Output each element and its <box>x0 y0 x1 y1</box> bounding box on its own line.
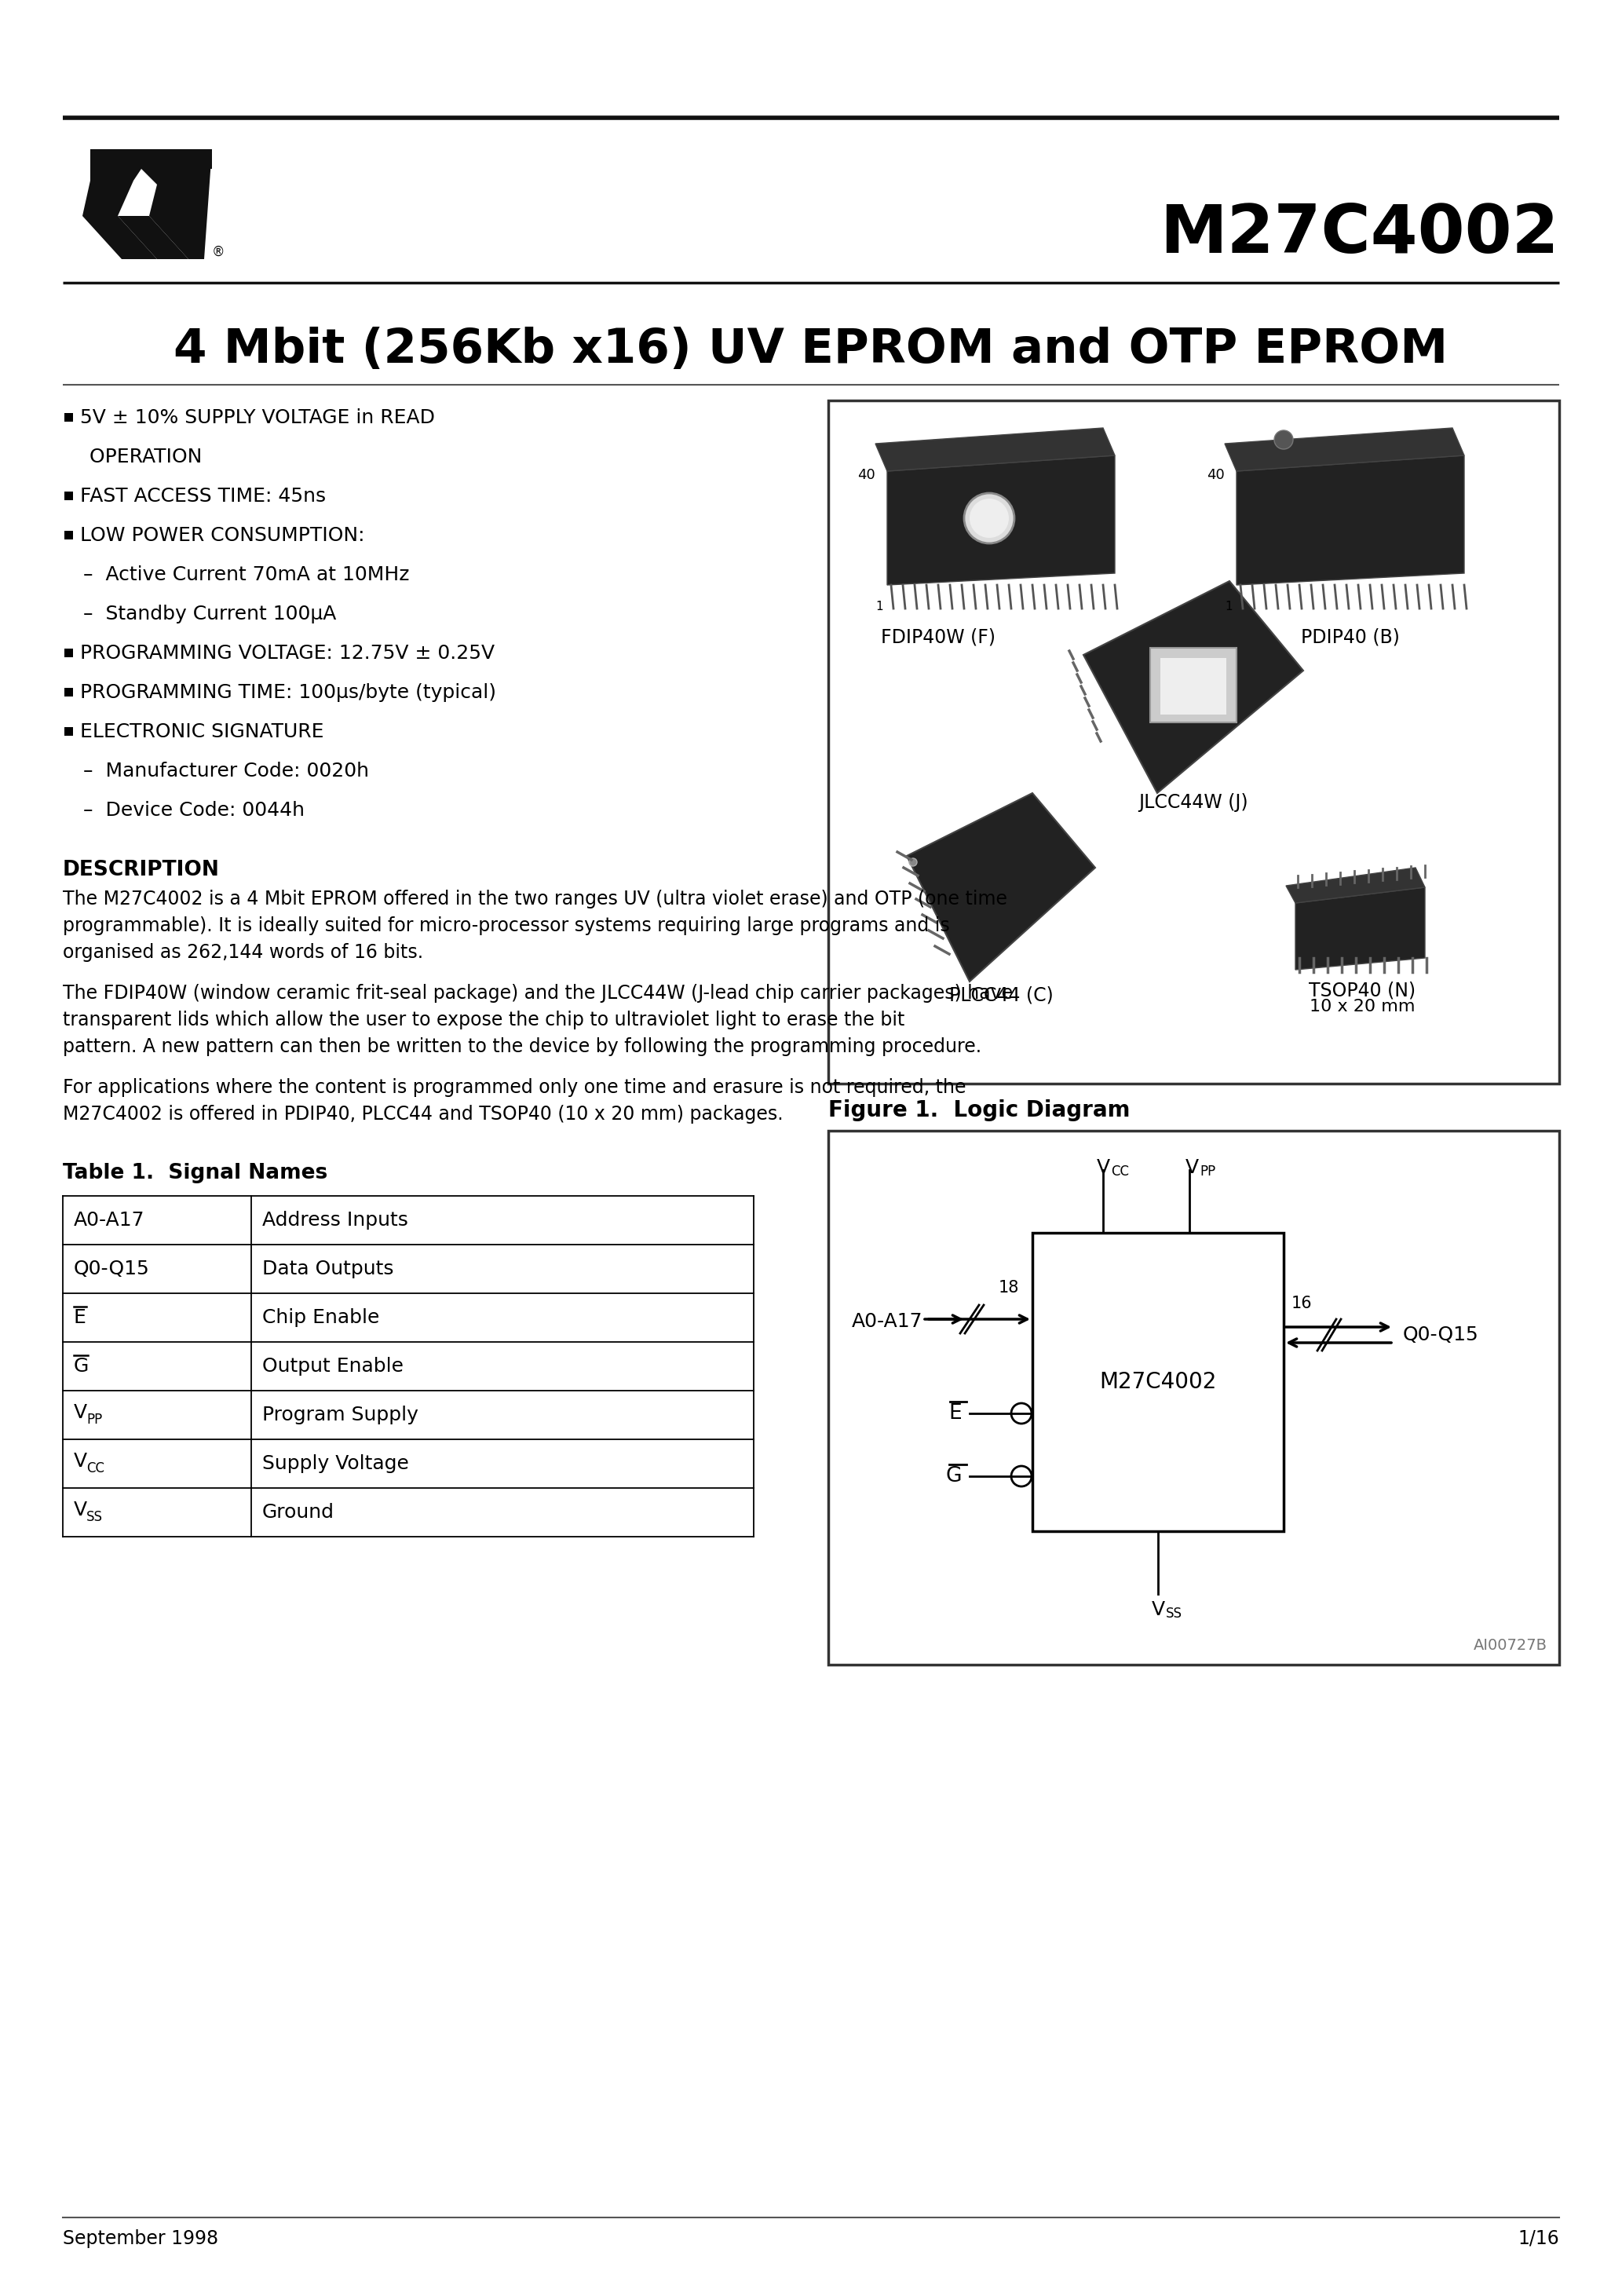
Text: Q0-Q15: Q0-Q15 <box>1403 1325 1479 1343</box>
Text: V: V <box>1096 1157 1109 1178</box>
Text: –  Manufacturer Code: 0020h: – Manufacturer Code: 0020h <box>71 762 368 781</box>
Text: PROGRAMMING TIME: 100μs/byte (typical): PROGRAMMING TIME: 100μs/byte (typical) <box>79 684 496 703</box>
Text: E: E <box>73 1309 86 1327</box>
Text: E: E <box>949 1403 962 1424</box>
Text: organised as 262,144 words of 16 bits.: organised as 262,144 words of 16 bits. <box>63 944 423 962</box>
Text: 1: 1 <box>876 602 882 613</box>
Bar <box>1160 659 1226 714</box>
Text: Data Outputs: Data Outputs <box>263 1261 394 1279</box>
Text: M27C4002 is offered in PDIP40, PLCC44 and TSOP40 (10 x 20 mm) packages.: M27C4002 is offered in PDIP40, PLCC44 an… <box>63 1104 783 1123</box>
Bar <box>829 400 1559 1084</box>
Polygon shape <box>1236 455 1465 585</box>
Text: 40: 40 <box>858 468 876 482</box>
Text: Table 1.  Signal Names: Table 1. Signal Names <box>63 1162 328 1182</box>
Text: A0-A17: A0-A17 <box>852 1311 923 1332</box>
Bar <box>65 647 73 657</box>
Text: SS: SS <box>86 1511 102 1525</box>
Bar <box>65 491 73 501</box>
Text: M27C4002: M27C4002 <box>1100 1371 1216 1394</box>
Text: FAST ACCESS TIME: 45ns: FAST ACCESS TIME: 45ns <box>79 487 326 505</box>
Text: V: V <box>73 1451 88 1472</box>
Text: 16: 16 <box>1291 1295 1312 1311</box>
Circle shape <box>1275 429 1293 450</box>
Polygon shape <box>1296 886 1426 969</box>
Polygon shape <box>1286 868 1426 902</box>
Bar <box>1032 1233 1283 1531</box>
Text: programmable). It is ideally suited for micro-processor systems requiring large : programmable). It is ideally suited for … <box>63 916 950 934</box>
Bar <box>1150 647 1236 723</box>
Text: G: G <box>73 1357 89 1375</box>
Text: A0-A17: A0-A17 <box>73 1210 144 1231</box>
Text: JLCC44W (J): JLCC44W (J) <box>1139 792 1249 813</box>
Polygon shape <box>83 181 157 259</box>
Text: SS: SS <box>1166 1607 1182 1621</box>
Text: 18: 18 <box>999 1279 1019 1295</box>
Text: Ground: Ground <box>263 1504 334 1522</box>
Text: Program Supply: Program Supply <box>263 1405 418 1424</box>
Bar <box>65 413 73 422</box>
Circle shape <box>963 494 1014 544</box>
Text: ELECTRONIC SIGNATURE: ELECTRONIC SIGNATURE <box>79 723 324 742</box>
Circle shape <box>1011 1403 1032 1424</box>
Text: Address Inputs: Address Inputs <box>263 1210 409 1231</box>
Text: V: V <box>73 1502 88 1520</box>
Text: PDIP40 (B): PDIP40 (B) <box>1301 629 1400 647</box>
Text: Q0-Q15: Q0-Q15 <box>73 1261 149 1279</box>
Text: The FDIP40W (window ceramic frit-seal package) and the JLCC44W (J-lead chip carr: The FDIP40W (window ceramic frit-seal pa… <box>63 985 1012 1003</box>
Text: G: G <box>946 1467 962 1486</box>
Text: CC: CC <box>1111 1164 1129 1178</box>
Circle shape <box>910 859 916 866</box>
Text: For applications where the content is programmed only one time and erasure is no: For applications where the content is pr… <box>63 1079 967 1097</box>
Polygon shape <box>1225 427 1465 471</box>
Text: AI00727B: AI00727B <box>1474 1637 1547 1653</box>
Text: 40: 40 <box>1207 468 1225 482</box>
Text: 1: 1 <box>1225 602 1233 613</box>
Polygon shape <box>1083 581 1302 792</box>
Polygon shape <box>876 427 1114 471</box>
Text: 1/16: 1/16 <box>1518 2229 1559 2248</box>
Text: M27C4002: M27C4002 <box>1160 202 1559 266</box>
Polygon shape <box>118 216 188 259</box>
Text: 4 Mbit (256Kb x16) UV EPROM and OTP EPROM: 4 Mbit (256Kb x16) UV EPROM and OTP EPRO… <box>174 326 1448 372</box>
Text: –  Active Current 70mA at 10MHz: – Active Current 70mA at 10MHz <box>71 565 409 583</box>
Text: 5V ± 10% SUPPLY VOLTAGE in READ: 5V ± 10% SUPPLY VOLTAGE in READ <box>79 409 435 427</box>
Text: pattern. A new pattern can then be written to the device by following the progra: pattern. A new pattern can then be writt… <box>63 1038 981 1056</box>
Text: transparent lids which allow the user to expose the chip to ultraviolet light to: transparent lids which allow the user to… <box>63 1010 905 1029</box>
Text: PLCC44 (C): PLCC44 (C) <box>949 985 1053 1003</box>
Text: PP: PP <box>86 1412 102 1426</box>
Text: CC: CC <box>86 1460 104 1476</box>
Polygon shape <box>887 455 1114 585</box>
Circle shape <box>970 498 1009 537</box>
Text: Output Enable: Output Enable <box>263 1357 404 1375</box>
Bar <box>65 689 73 696</box>
Text: PROGRAMMING VOLTAGE: 12.75V ± 0.25V: PROGRAMMING VOLTAGE: 12.75V ± 0.25V <box>79 643 495 664</box>
Text: ®: ® <box>212 246 225 259</box>
Bar <box>65 728 73 735</box>
Text: V: V <box>1186 1157 1199 1178</box>
Bar <box>65 530 73 540</box>
Text: DESCRIPTION: DESCRIPTION <box>63 859 219 879</box>
Text: PP: PP <box>1200 1164 1215 1178</box>
Polygon shape <box>91 149 212 181</box>
Text: Figure 1.  Logic Diagram: Figure 1. Logic Diagram <box>829 1100 1131 1120</box>
Text: –  Device Code: 0044h: – Device Code: 0044h <box>71 801 305 820</box>
Text: TSOP40 (N): TSOP40 (N) <box>1309 980 1416 1001</box>
Text: –  Standby Current 100μA: – Standby Current 100μA <box>71 604 336 625</box>
Bar <box>829 1130 1559 1665</box>
Text: V: V <box>1152 1600 1165 1619</box>
Text: Chip Enable: Chip Enable <box>263 1309 380 1327</box>
Text: The M27C4002 is a 4 Mbit EPROM offered in the two ranges UV (ultra violet erase): The M27C4002 is a 4 Mbit EPROM offered i… <box>63 889 1007 909</box>
Text: Supply Voltage: Supply Voltage <box>263 1453 409 1474</box>
Text: OPERATION: OPERATION <box>71 448 203 466</box>
Polygon shape <box>907 792 1095 980</box>
Text: FDIP40W (F): FDIP40W (F) <box>881 629 996 647</box>
Polygon shape <box>141 149 212 259</box>
Text: 10 x 20 mm: 10 x 20 mm <box>1309 999 1414 1015</box>
Text: V: V <box>73 1403 88 1421</box>
Circle shape <box>1011 1467 1032 1486</box>
Text: LOW POWER CONSUMPTION:: LOW POWER CONSUMPTION: <box>79 526 365 544</box>
Text: September 1998: September 1998 <box>63 2229 219 2248</box>
